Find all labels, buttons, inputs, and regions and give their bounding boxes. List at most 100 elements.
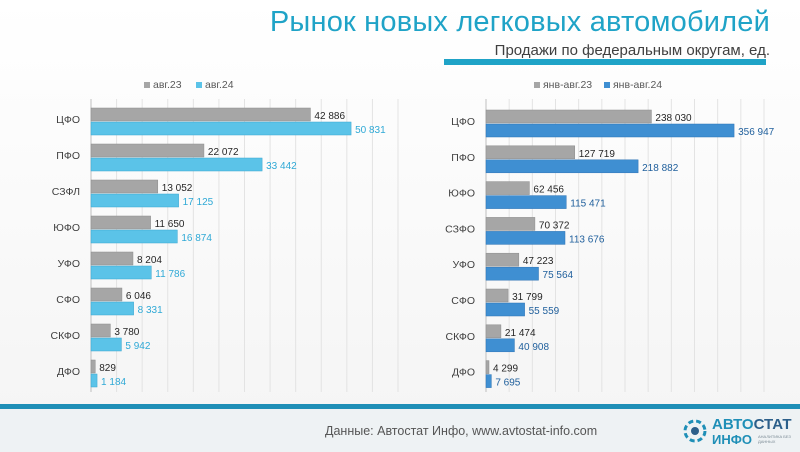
chart-ytd: янв-авг.23 янв-авг.24 ЦФО 238 030 356 947 ПФО…	[445, 79, 775, 392]
footer-band	[0, 404, 800, 452]
data-label-prev: 21 474	[505, 328, 536, 339]
category-label: ПФО	[451, 152, 475, 164]
logo-part2: СТАТ	[753, 416, 792, 433]
data-label-prev: 70 372	[539, 220, 570, 231]
category-label: ЦФО	[451, 116, 475, 128]
footer-rule	[0, 404, 800, 409]
category-label: ЮФО	[53, 222, 80, 234]
bar-cur	[90, 229, 178, 244]
data-label-prev: 3 780	[114, 327, 139, 338]
bar-cur	[485, 374, 492, 388]
data-label-prev: 47 223	[523, 256, 554, 267]
legend-label-prev: янв-авг.23	[543, 79, 592, 91]
subtitle-underline	[444, 59, 766, 65]
bar-cur	[485, 195, 567, 209]
data-label-prev: 22 072	[208, 147, 239, 158]
data-label-cur: 8 331	[138, 305, 163, 316]
category-label: ПФО	[56, 150, 80, 162]
data-label-cur: 50 831	[355, 125, 386, 136]
bar-cur	[485, 231, 566, 245]
data-label-prev: 127 719	[579, 149, 616, 160]
logo-sub: ИНФО	[712, 432, 752, 447]
bar-prev	[90, 215, 151, 230]
logo-part1: АВТО	[712, 416, 754, 433]
bar-cur	[90, 373, 98, 388]
data-label-cur: 11 786	[155, 269, 185, 280]
bar-prev	[90, 359, 96, 374]
bar-cur	[485, 123, 735, 138]
legend-label-cur: янв-авг.24	[613, 79, 662, 91]
logo-wordmark: АВТОСТАТ	[712, 416, 792, 433]
data-label-prev: 42 886	[314, 111, 345, 122]
bar-prev	[485, 288, 509, 303]
brand-logo: АВТОСТАТ ИНФО АНАЛИТИКА БЕЗ ДАННЫХ	[682, 416, 792, 450]
data-label-prev: 6 046	[126, 291, 151, 302]
data-label-cur: 1 184	[101, 377, 126, 388]
page-title: Рынок новых легковых автомобилей	[269, 6, 770, 38]
bar-prev	[90, 287, 123, 302]
category-label: СКФО	[51, 330, 81, 342]
bar-prev	[90, 251, 134, 266]
legend-swatch-cur	[604, 82, 610, 88]
category-label: ЦФО	[56, 114, 80, 126]
bar-cur	[90, 121, 352, 136]
data-label-cur: 33 442	[266, 161, 297, 172]
legend-swatch-prev	[534, 82, 540, 88]
category-label: УФО	[453, 259, 475, 271]
bar-prev	[485, 181, 530, 195]
category-label: СФО	[451, 295, 475, 307]
bar-cur	[485, 266, 539, 281]
bar-cur	[485, 302, 525, 317]
data-label-prev: 11 650	[155, 219, 185, 230]
bar-cur	[90, 265, 152, 280]
legend-label-prev: авг.23	[153, 79, 182, 91]
bar-cur	[90, 193, 179, 208]
data-label-cur: 218 882	[642, 163, 679, 174]
legend-swatch-prev	[144, 82, 150, 88]
category-label: ЮФО	[448, 188, 475, 200]
data-label-cur: 115 471	[570, 199, 606, 210]
bar-prev	[90, 107, 311, 122]
chart-august: авг.23 авг.24 ЦФО 42 886 50 831 ПФО 22 072 33 4…	[51, 79, 399, 392]
category-label: СЗФЛ	[52, 186, 80, 198]
bar-prev	[90, 143, 205, 158]
bar-cur	[90, 157, 263, 172]
data-label-cur: 75 564	[543, 270, 574, 281]
data-label-prev: 13 052	[162, 183, 193, 194]
bar-prev	[485, 145, 576, 160]
data-label-prev: 62 456	[533, 185, 564, 196]
data-label-cur: 17 125	[183, 197, 214, 208]
source-note: Данные: Автостат Инфо, www.avtostat-info…	[325, 424, 598, 438]
bar-prev	[485, 217, 536, 231]
logo-ring-icon	[683, 419, 707, 443]
data-label-prev: 238 030	[655, 113, 692, 124]
bar-prev	[485, 109, 652, 124]
data-label-prev: 31 799	[512, 292, 543, 303]
data-label-prev: 829	[99, 363, 116, 374]
category-label: УФО	[58, 258, 80, 270]
page-subtitle: Продажи по федеральным округам, ед.	[494, 42, 770, 59]
category-label: ДФО	[57, 366, 80, 378]
bar-prev	[485, 324, 502, 339]
legend-swatch-cur	[196, 82, 202, 88]
data-label-cur: 113 676	[569, 234, 605, 245]
bar-prev	[90, 179, 159, 194]
bar-cur	[485, 159, 639, 174]
bar-cur	[485, 338, 515, 353]
data-label-cur: 7 695	[495, 378, 520, 389]
data-label-prev: 8 204	[137, 255, 162, 266]
data-label-cur: 356 947	[738, 127, 775, 138]
data-label-prev: 4 299	[493, 364, 518, 375]
logo-tagline: АНАЛИТИКА БЕЗ ДАННЫХ	[758, 434, 791, 444]
bar-prev	[90, 323, 111, 338]
bar-prev	[485, 360, 490, 374]
data-label-cur: 40 908	[518, 342, 549, 353]
bar-cur	[90, 337, 122, 352]
category-label: СКФО	[446, 331, 476, 343]
bar-cur	[90, 301, 134, 316]
category-label: СЗФО	[445, 223, 475, 235]
bar-prev	[485, 252, 520, 267]
category-label: СФО	[56, 294, 80, 306]
data-label-cur: 5 942	[125, 341, 150, 352]
category-label: ДФО	[452, 367, 475, 379]
